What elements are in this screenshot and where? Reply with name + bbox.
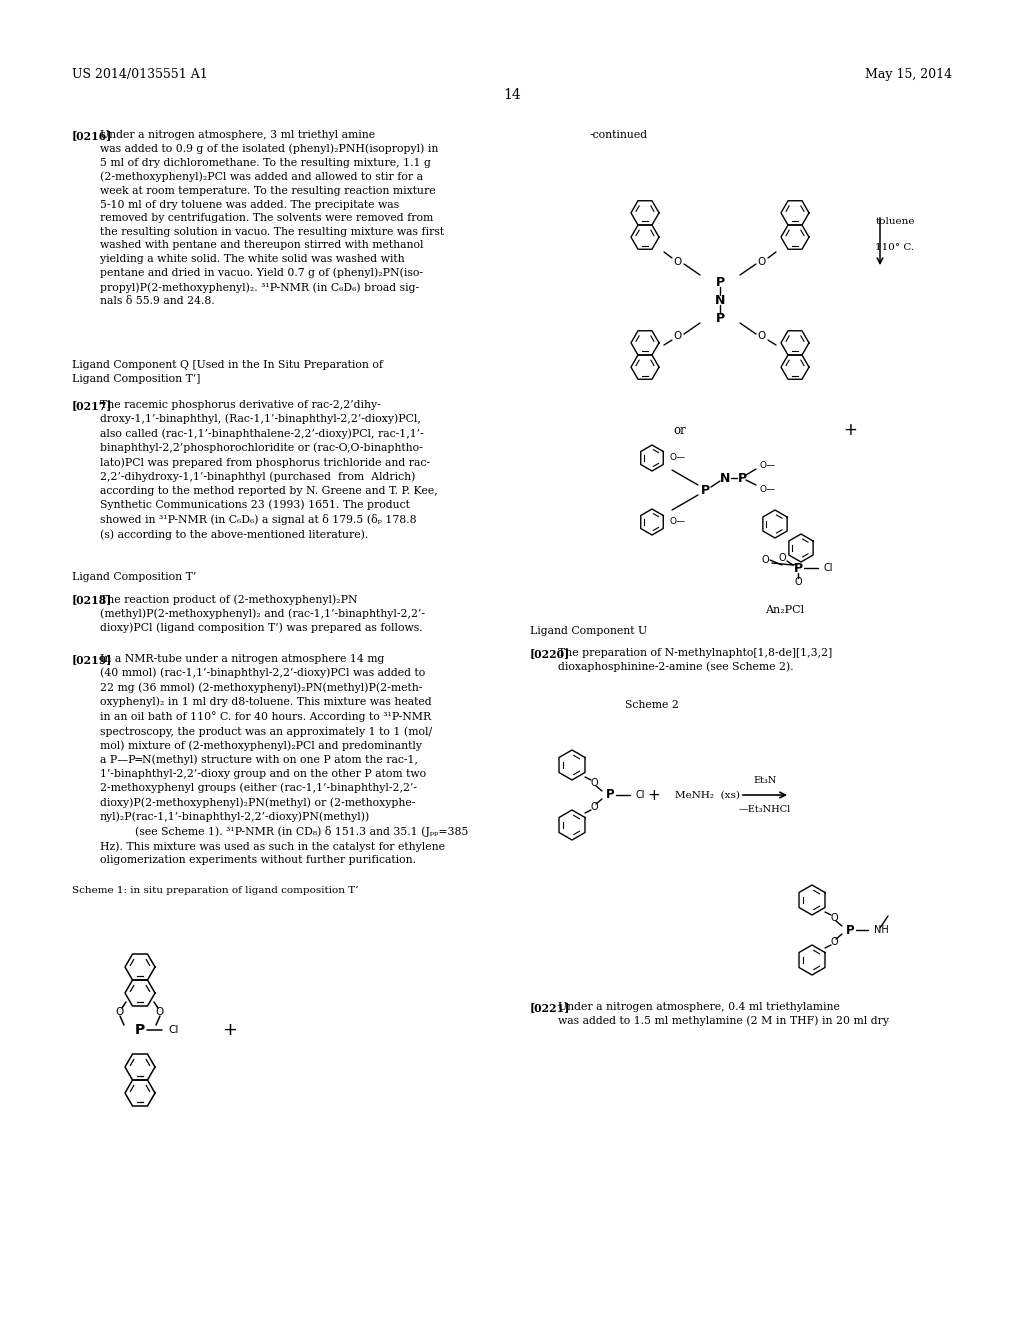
Text: O: O [778,553,785,564]
Text: O: O [795,577,802,587]
Text: toluene: toluene [876,218,914,227]
Text: 110° C.: 110° C. [876,243,914,252]
Text: O: O [761,554,769,565]
Text: O—: O— [670,454,686,462]
Text: O: O [758,257,766,267]
Text: O: O [830,913,838,923]
Text: P: P [846,924,854,936]
Text: —Et₃NHCl: —Et₃NHCl [739,805,792,814]
Text: -continued: -continued [590,129,648,140]
Text: Scheme 1: in situ preparation of ligand composition T’: Scheme 1: in situ preparation of ligand … [72,886,358,895]
Text: An₂PCl: An₂PCl [765,605,805,615]
Text: P: P [794,561,803,574]
Text: O: O [116,1007,124,1016]
Text: The preparation of N-methylnaphto[1,8-de][1,3,2]
dioxaphosphinine-2-amine (see S: The preparation of N-methylnaphto[1,8-de… [558,648,833,672]
Text: Ligand Component U: Ligand Component U [530,626,647,636]
Text: +: + [843,421,857,440]
Text: O—: O— [760,486,776,495]
Text: [0220]: [0220] [530,648,570,659]
Text: Cl: Cl [824,564,834,573]
Text: O: O [758,331,766,341]
Text: O—: O— [760,462,776,470]
Text: 14: 14 [503,88,521,102]
Text: N: N [720,471,730,484]
Text: Ligand Composition T’: Ligand Composition T’ [72,572,197,582]
Text: O: O [674,257,682,267]
Text: P: P [737,471,746,484]
Text: NH: NH [874,925,889,935]
Text: P: P [700,483,710,496]
Text: O: O [830,937,838,946]
Text: P: P [605,788,614,801]
Text: P: P [716,312,725,325]
Text: [0216]: [0216] [72,129,113,141]
Text: [0217]: [0217] [72,400,113,411]
Text: [0219]: [0219] [72,653,113,665]
Text: MeNH₂  (xs): MeNH₂ (xs) [675,791,740,800]
Text: +: + [222,1020,238,1039]
Text: Ligand Component Q [Used in the In Situ Preparation of
Ligand Composition T’]: Ligand Component Q [Used in the In Situ … [72,360,383,384]
Text: Under a nitrogen atmosphere, 3 ml triethyl amine
was added to 0.9 g of the isola: Under a nitrogen atmosphere, 3 ml trieth… [100,129,444,306]
Text: [0221]: [0221] [530,1002,570,1012]
Text: O: O [674,331,682,341]
Text: US 2014/0135551 A1: US 2014/0135551 A1 [72,69,208,81]
Text: In a NMR-tube under a nitrogen atmosphere 14 mg
(40 mmol) (rac-1,1’-binaphthyl-2: In a NMR-tube under a nitrogen atmospher… [100,653,468,866]
Text: P: P [716,276,725,289]
Text: The racemic phosphorus derivative of rac-2,2’dihy-
droxy-1,1’-binaphthyl, (Rac-1: The racemic phosphorus derivative of rac… [100,400,437,540]
Text: Cl: Cl [168,1026,178,1035]
Text: O: O [156,1007,164,1016]
Text: O: O [590,803,598,812]
Text: +: + [647,788,660,803]
Text: N: N [715,293,725,306]
Text: [0218]: [0218] [72,594,113,605]
Text: Cl: Cl [636,789,645,800]
Text: O—: O— [670,517,686,527]
Text: or: or [674,424,686,437]
Text: May 15, 2014: May 15, 2014 [865,69,952,81]
Text: Under a nitrogen atmosphere, 0.4 ml triethylamine
was added to 1.5 ml methylamin: Under a nitrogen atmosphere, 0.4 ml trie… [558,1002,889,1027]
Text: P: P [135,1023,145,1038]
Text: O: O [590,777,598,788]
Text: Et₃N: Et₃N [754,776,776,785]
Text: The reaction product of (2-methoxyphenyl)₂PN
(methyl)P(2-methoxyphenyl)₂ and (ra: The reaction product of (2-methoxyphenyl… [100,594,425,634]
Text: Scheme 2: Scheme 2 [625,700,679,710]
